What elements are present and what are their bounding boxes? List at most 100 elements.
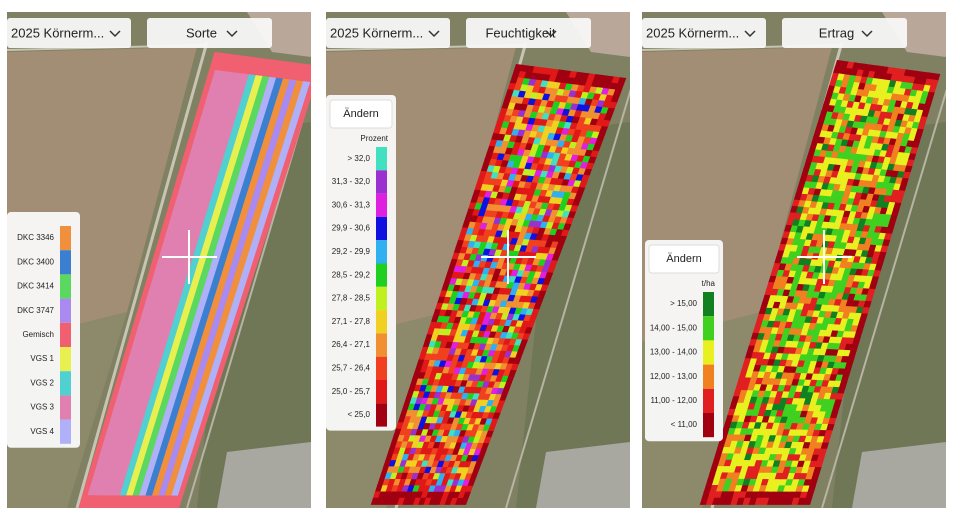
heatmap-cell bbox=[820, 361, 830, 369]
heatmap-cell bbox=[909, 147, 918, 155]
heatmap-cell bbox=[867, 129, 876, 138]
heatmap-cell bbox=[836, 73, 845, 82]
heatmap-cell bbox=[849, 325, 859, 333]
dropdown-box[interactable] bbox=[7, 18, 131, 48]
heatmap-cell bbox=[885, 189, 894, 197]
heatmap-cell bbox=[844, 223, 853, 232]
heatmap-cell bbox=[539, 170, 549, 179]
heatmap-cell bbox=[506, 160, 515, 169]
heatmap-cell bbox=[588, 137, 598, 146]
dropdown-chevron[interactable] bbox=[545, 30, 557, 38]
dropdown-label[interactable]: 2025 Körnerm... bbox=[11, 25, 104, 40]
heatmap-cell bbox=[894, 158, 903, 166]
heatmap-cell bbox=[552, 133, 562, 142]
heatmap-cell bbox=[804, 373, 814, 381]
dropdown-label[interactable]: 2025 Körnerm... bbox=[330, 25, 423, 40]
dropdown-box[interactable] bbox=[642, 18, 766, 48]
heatmap-cell bbox=[830, 368, 840, 376]
heatmap-cell bbox=[541, 183, 550, 192]
heatmap-cell bbox=[467, 221, 477, 230]
heatmap-cell bbox=[733, 409, 742, 417]
heatmap-cell bbox=[492, 126, 502, 135]
season-dropdown[interactable]: 2025 Körnerm... bbox=[7, 18, 131, 48]
heatmap-cell bbox=[537, 290, 547, 298]
heatmap-cell bbox=[895, 94, 905, 102]
heatmap-cell bbox=[752, 345, 762, 354]
heatmap-cell bbox=[535, 182, 544, 191]
heatmap-cell bbox=[851, 319, 861, 327]
heatmap-cell bbox=[842, 172, 851, 180]
heatmap-cell bbox=[423, 353, 433, 361]
heatmap-cell bbox=[796, 341, 805, 349]
heatmap-cell bbox=[578, 78, 588, 87]
season-dropdown[interactable]: 2025 Körnerm... bbox=[642, 18, 766, 48]
heatmap-cell bbox=[863, 300, 872, 309]
layer-dropdown[interactable]: Feuchtigkeit bbox=[466, 18, 591, 48]
dropdown-box[interactable] bbox=[782, 18, 907, 48]
dropdown-chevron[interactable] bbox=[109, 30, 121, 38]
heatmap-cell bbox=[575, 123, 584, 131]
heatmap-cell bbox=[836, 190, 845, 199]
layer-dropdown[interactable]: Ertrag bbox=[782, 18, 907, 48]
layer-dropdown[interactable]: Sorte bbox=[147, 18, 272, 48]
heatmap-cell bbox=[865, 193, 874, 202]
heatmap-cell bbox=[909, 127, 918, 136]
change-button[interactable] bbox=[648, 244, 720, 274]
heatmap-cell bbox=[762, 294, 771, 303]
heatmap-cell bbox=[547, 165, 557, 173]
heatmap-cell bbox=[867, 70, 876, 79]
heatmap-cell bbox=[786, 334, 795, 342]
dropdown-box[interactable] bbox=[466, 18, 591, 48]
heatmap-cell bbox=[521, 333, 531, 341]
dropdown-box[interactable] bbox=[147, 18, 272, 48]
heatmap-cell bbox=[728, 485, 737, 493]
heatmap-cell bbox=[448, 348, 457, 356]
heatmap-cell bbox=[869, 84, 878, 93]
heatmap-cell bbox=[873, 207, 882, 215]
heatmap-cell bbox=[844, 185, 853, 193]
dropdown-label[interactable]: 2025 Körnerm... bbox=[646, 25, 739, 40]
heatmap-cell bbox=[492, 165, 501, 174]
heatmap-cell bbox=[749, 396, 758, 405]
heatmap-cell bbox=[717, 478, 727, 486]
heatmap-cell bbox=[800, 366, 810, 375]
heatmap-cell bbox=[583, 168, 592, 177]
heatmap-cell bbox=[894, 138, 903, 147]
heatmap-cell bbox=[846, 236, 855, 245]
season-dropdown[interactable]: 2025 Körnerm... bbox=[326, 18, 450, 48]
dropdown-label[interactable]: Ertrag bbox=[819, 25, 854, 40]
heatmap-cell bbox=[776, 466, 785, 474]
heatmap-cell bbox=[496, 400, 506, 408]
heatmap-cell bbox=[888, 176, 898, 185]
dropdown-label[interactable]: Feuchtigkeit bbox=[485, 25, 555, 40]
legend-swatch bbox=[703, 316, 714, 341]
dropdown-label[interactable]: Sorte bbox=[186, 25, 217, 40]
change-button-label[interactable]: Ändern bbox=[343, 108, 378, 120]
heatmap-cell bbox=[870, 238, 879, 246]
dropdown-chevron[interactable] bbox=[744, 30, 756, 38]
heatmap-cell bbox=[399, 409, 408, 417]
heatmap-cell bbox=[904, 165, 913, 174]
change-button-label[interactable]: Ändern bbox=[666, 253, 701, 265]
heatmap-cell bbox=[807, 386, 816, 394]
heatmap-cell bbox=[786, 353, 796, 361]
dropdown-chevron[interactable] bbox=[428, 30, 440, 38]
dropdown-chevron[interactable] bbox=[226, 30, 238, 38]
dropdown-chevron[interactable] bbox=[861, 30, 873, 38]
heatmap-cell bbox=[855, 186, 865, 194]
change-button[interactable] bbox=[329, 99, 393, 129]
heatmap-cell bbox=[874, 123, 884, 132]
heatmap-cell bbox=[822, 336, 831, 344]
dropdown-box[interactable] bbox=[326, 18, 450, 48]
heatmap-cell bbox=[536, 125, 546, 134]
heatmap-cell bbox=[527, 98, 537, 107]
heatmap-cell bbox=[789, 225, 799, 234]
heatmap-cell bbox=[505, 89, 515, 98]
heatmap-cell bbox=[764, 365, 774, 373]
heatmap-cell bbox=[846, 337, 855, 345]
heatmap-cell bbox=[821, 202, 830, 210]
heatmap-cell bbox=[859, 173, 868, 182]
heatmap-cell bbox=[881, 201, 890, 209]
heatmap-cell bbox=[836, 112, 845, 121]
heatmap-cell bbox=[599, 107, 609, 115]
